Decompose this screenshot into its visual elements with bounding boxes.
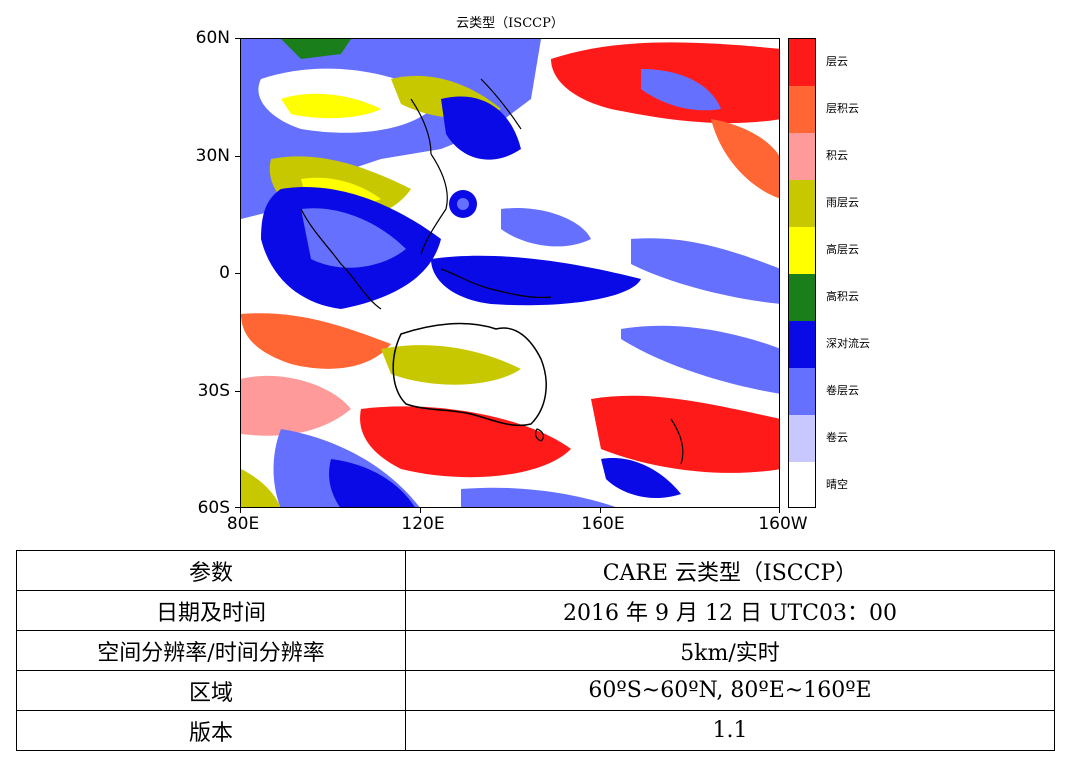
- y-label-60n: 60N: [195, 28, 230, 48]
- table-row: 参数 CARE 云类型（ISCCP）: [16, 550, 1055, 591]
- table-row: 日期及时间 2016 年 9 月 12 日 UTC03：00: [16, 590, 1055, 631]
- legend-swatch: [789, 462, 815, 507]
- table-row: 版本 1.1: [16, 710, 1055, 751]
- y-label-equator: 0: [219, 263, 230, 283]
- legend-swatch: [789, 39, 815, 86]
- info-table: 参数 CARE 云类型（ISCCP） 日期及时间 2016 年 9 月 12 日…: [16, 550, 1055, 751]
- cloud-region-cirrostratus-central-pacific: [631, 238, 779, 304]
- row-value: 2016 年 9 月 12 日 UTC03：00: [405, 590, 1055, 631]
- cloud-region-deep-convection-china: [441, 96, 521, 160]
- y-tick: [235, 156, 240, 157]
- cloud-region-altocumulus: [281, 39, 351, 59]
- y-tick: [235, 391, 240, 392]
- row-value: CARE 云类型（ISCCP）: [405, 550, 1055, 591]
- coastline-new-guinea: [440, 268, 552, 299]
- x-label-160e: 160E: [581, 514, 625, 534]
- legend-swatch: [789, 415, 815, 462]
- x-label-120e: 120E: [401, 514, 445, 534]
- row-key: 区域: [16, 670, 406, 711]
- x-label-160w: 160W: [758, 514, 808, 534]
- cloud-region-cirrostratus-maritime: [301, 208, 406, 268]
- row-value: 60ºS~60ºN, 80ºE~160ºE: [405, 670, 1055, 711]
- map-title: 云类型（ISCCP）: [456, 16, 564, 31]
- cloud-region-stratocumulus-north-pacific: [711, 119, 779, 199]
- coastline-tasmania: [535, 428, 545, 442]
- cloud-map-canvas: [241, 39, 779, 507]
- table-row: 空间分辨率/时间分辨率 5km/实时: [16, 630, 1055, 671]
- legend-label: 晴空: [826, 477, 848, 491]
- table-row: 区域 60ºS~60ºN, 80ºE~160ºE: [16, 670, 1055, 711]
- cloud-region-stratocumulus-indian-ocean: [241, 313, 391, 369]
- legend-swatch: [789, 86, 815, 133]
- legend-label: 积云: [826, 148, 848, 162]
- cloud-region-cirrostratus-north-pacific: [641, 69, 721, 111]
- x-label-80e: 80E: [226, 514, 260, 534]
- cloud-region-altostratus: [281, 93, 381, 119]
- row-key: 参数: [16, 550, 406, 591]
- y-label-30n: 30N: [195, 146, 230, 166]
- cloud-region-deep-convection-itcz: [431, 255, 641, 306]
- coastline-australia: [392, 322, 547, 426]
- legend-label: 深对流云: [826, 336, 870, 350]
- cloud-map: [240, 38, 780, 508]
- cloud-region-nimbostratus-australia: [381, 345, 521, 385]
- cloud-region-deep-convection-southern-ocean: [329, 459, 415, 507]
- legend-label: 高层云: [826, 242, 859, 256]
- x-tick: [600, 508, 601, 513]
- cloud-region-stratus-tasman: [591, 395, 779, 473]
- legend-label: 卷云: [826, 430, 848, 444]
- legend-label: 层积云: [826, 101, 859, 115]
- cloud-region-cirrostratus-far-south: [461, 487, 616, 507]
- legend-swatch: [789, 274, 815, 321]
- legend-label: 雨层云: [826, 195, 859, 209]
- legend-label: 层云: [826, 54, 848, 68]
- coastline-asia: [410, 78, 522, 255]
- y-label-60s: 60S: [197, 498, 230, 518]
- row-value: 1.1: [405, 710, 1055, 751]
- x-tick: [240, 508, 241, 513]
- legend-swatch: [789, 133, 815, 180]
- legend-label: 卷层云: [826, 383, 859, 397]
- row-key: 空间分辨率/时间分辨率: [16, 630, 406, 671]
- legend-swatch: [789, 368, 815, 415]
- cloud-region-nimbostratus-far-south: [241, 469, 281, 507]
- row-value: 5km/实时: [405, 630, 1055, 671]
- legend-swatch: [789, 180, 815, 227]
- legend-colorbar: [788, 38, 816, 508]
- cloud-region-cumulus: [241, 375, 351, 436]
- cloud-type-figure: 云类型（ISCCP） 60N 30N 0 30S 60S 80E 120E 16…: [195, 16, 870, 534]
- coastline-new-zealand: [670, 418, 684, 465]
- x-tick: [420, 508, 421, 513]
- y-label-30s: 30S: [197, 381, 230, 401]
- row-key: 版本: [16, 710, 406, 751]
- legend-swatch: [789, 321, 815, 368]
- legend-swatch: [789, 227, 815, 274]
- x-tick: [779, 508, 780, 513]
- row-key: 日期及时间: [16, 590, 406, 631]
- cloud-region-deep-convection-south-pacific: [601, 458, 681, 499]
- cloud-region-cirrostratus-south-pacific: [621, 325, 779, 394]
- typhoon-eye: [457, 198, 469, 210]
- cloud-region-stratus-southern-ocean: [360, 406, 571, 478]
- legend-label: 高积云: [826, 289, 859, 303]
- y-tick: [235, 507, 240, 508]
- coastline-southeast-asia: [300, 208, 382, 310]
- y-tick: [235, 38, 240, 39]
- y-tick: [235, 273, 240, 274]
- cloud-region-cirrostratus-pacific: [501, 208, 591, 247]
